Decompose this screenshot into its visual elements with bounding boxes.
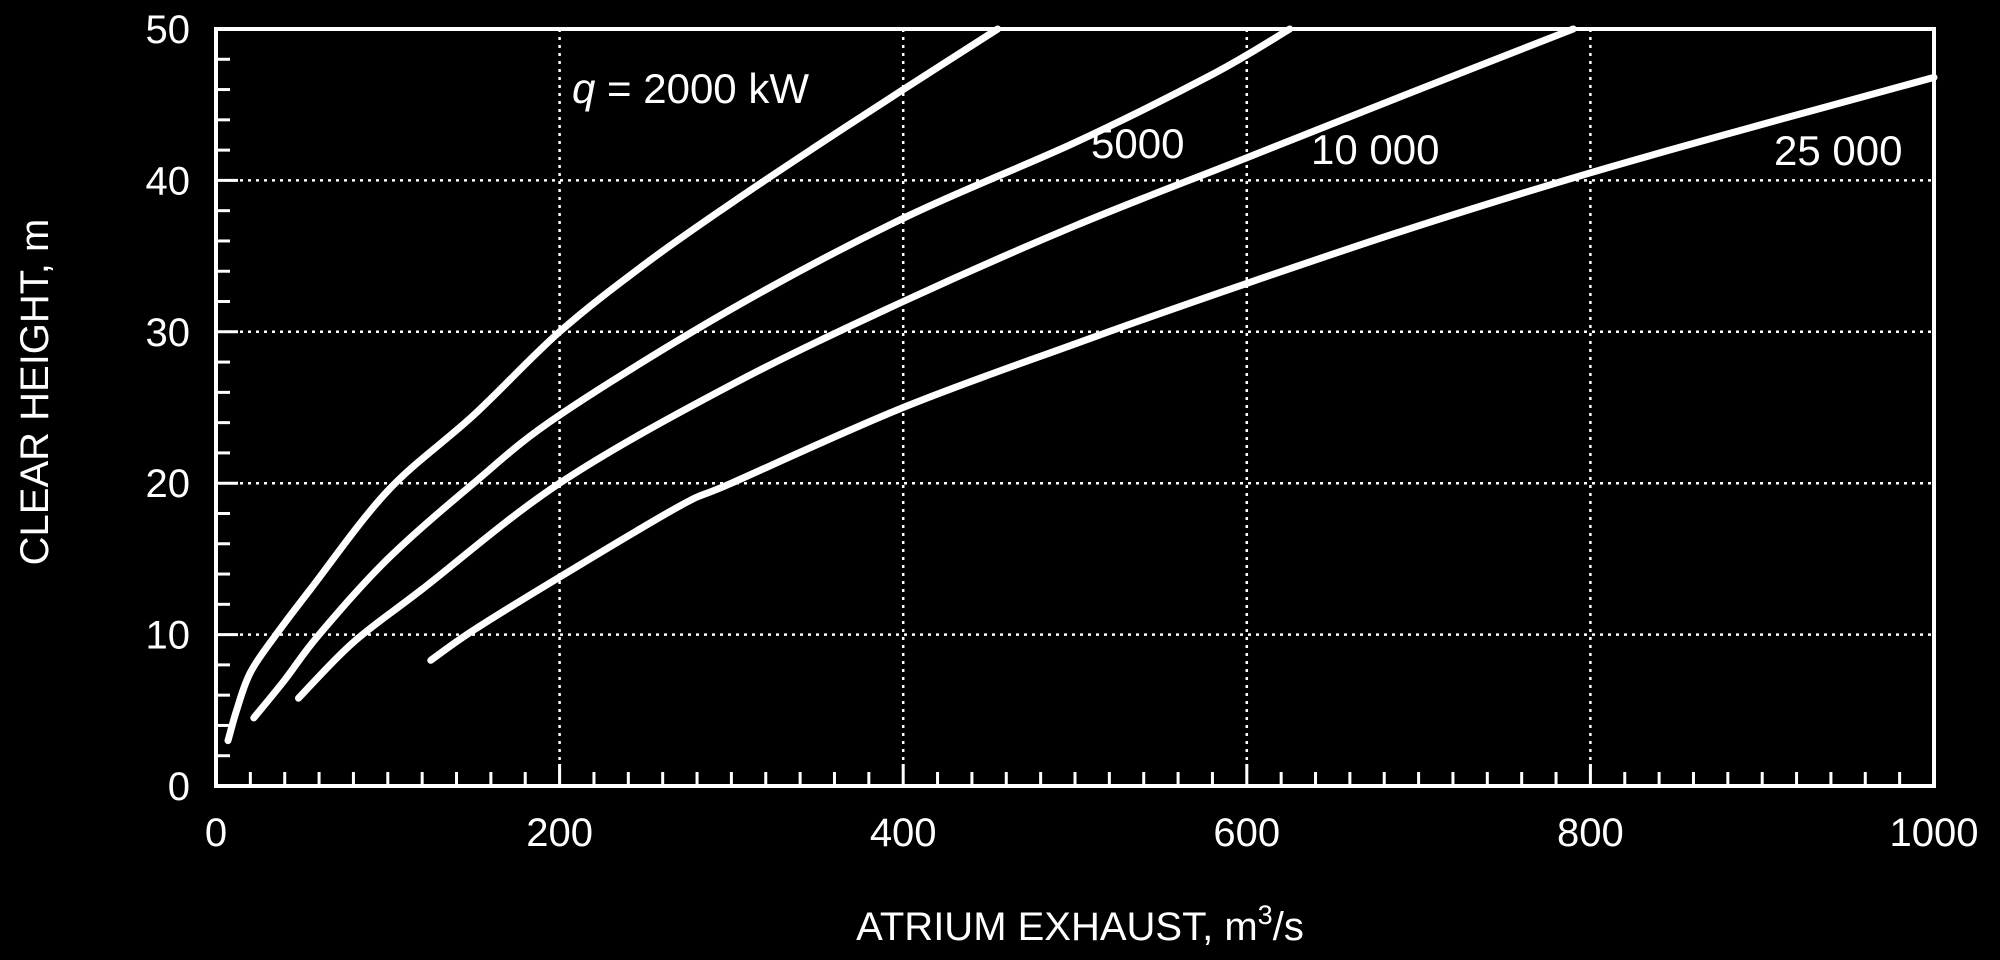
- series-line-0: [224, 25, 1002, 745]
- series-label-2000-q: q: [572, 65, 596, 112]
- series-label-5000: 5000: [1091, 120, 1184, 167]
- y-tick-label: 30: [146, 311, 191, 355]
- series-label-25000: 25 000: [1774, 127, 1902, 174]
- x-tick-label: 1000: [1890, 811, 1979, 855]
- x-axis-title: ATRIUM EXHAUST, m3/s: [856, 900, 1304, 949]
- x-axis-title-main: ATRIUM EXHAUST, m: [856, 905, 1258, 949]
- x-axis-title-superscript: 3: [1258, 900, 1273, 930]
- tick-labels: 0 200 400 600 800 1000 0 10 20 30 40 50: [146, 8, 1979, 855]
- x-tick-label: 0: [205, 811, 227, 855]
- x-tick-label: 200: [526, 811, 593, 855]
- series-line-1: [250, 25, 1294, 722]
- y-tick-label: 10: [146, 614, 191, 658]
- series-line-2: [295, 25, 1577, 702]
- x-axis-title-suffix: /s: [1273, 905, 1304, 949]
- y-tick-label: 0: [168, 765, 190, 809]
- y-tick-label: 50: [146, 8, 191, 52]
- series-label-2000: q = 2000 kW: [572, 65, 809, 112]
- y-tick-label: 40: [146, 159, 191, 203]
- series-label-2000-rest: = 2000 kW: [595, 65, 809, 112]
- x-tick-label: 600: [1213, 811, 1280, 855]
- x-tick-label: 800: [1557, 811, 1624, 855]
- series-lines: [224, 25, 1938, 745]
- x-tick-label: 400: [870, 811, 937, 855]
- y-tick-label: 20: [146, 462, 191, 506]
- series-line-3: [427, 73, 1938, 664]
- axis-ticks: [214, 27, 1936, 788]
- series-label-10000: 10 000: [1311, 126, 1439, 173]
- y-axis-title: CLEAR HEIGHT, m: [13, 219, 57, 566]
